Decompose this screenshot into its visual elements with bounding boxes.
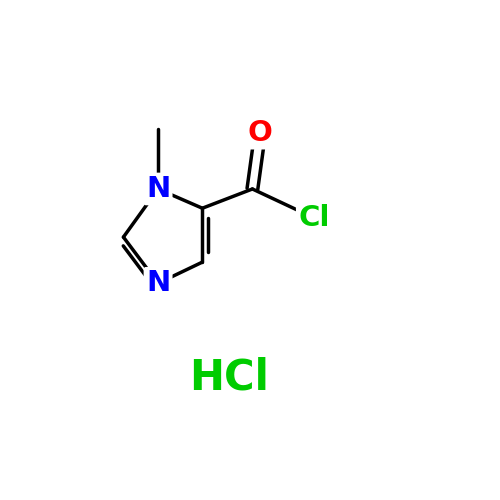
Text: N: N [146,270,170,297]
Text: O: O [248,119,272,147]
Text: Cl: Cl [298,204,330,232]
Text: N: N [146,175,170,203]
Text: HCl: HCl [190,356,269,399]
